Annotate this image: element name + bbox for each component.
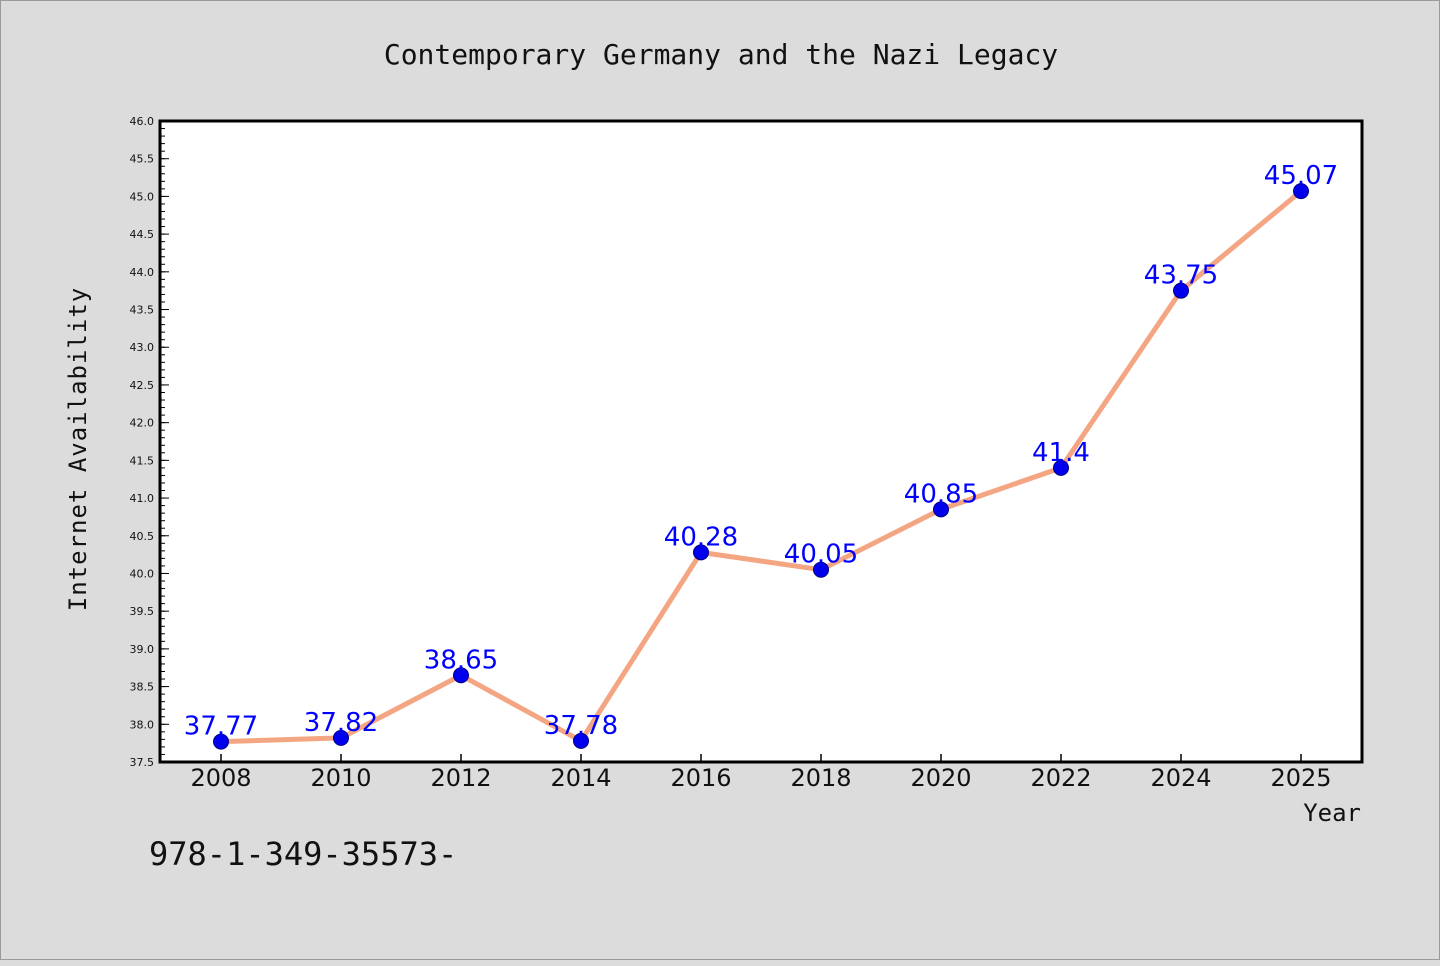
y-tick-label: 42.5 <box>130 379 155 392</box>
y-tick-label: 42.0 <box>130 417 155 430</box>
data-label: 37.82 <box>304 708 378 738</box>
data-series <box>213 183 1309 750</box>
data-point <box>213 733 229 750</box>
y-tick-label: 45.5 <box>130 153 155 166</box>
data-point <box>1293 183 1309 200</box>
y-tick-label: 44.5 <box>130 228 155 241</box>
data-label: 45.07 <box>1264 161 1338 191</box>
y-tick-label: 45.0 <box>130 190 155 203</box>
data-label: 40.85 <box>904 479 978 509</box>
y-tick-label: 39.0 <box>130 643 155 656</box>
series-line <box>220 189 1303 745</box>
data-label: 40.05 <box>784 540 858 570</box>
x-tick-label: 2008 <box>190 764 251 792</box>
data-point <box>453 667 469 684</box>
x-tick-label: 2012 <box>430 764 491 792</box>
y-tick-label: 41.5 <box>130 454 155 467</box>
x-tick-label: 2022 <box>1030 764 1091 792</box>
x-axis-label: Year <box>1303 799 1361 827</box>
data-point <box>1053 459 1069 476</box>
x-tick-label: 2024 <box>1150 764 1211 792</box>
x-axis: 2008 2010 2012 2014 2016 2018 2020 2022 2024 2025 <box>190 754 1332 792</box>
y-axis: 37.5 38.0 38.5 39.0 39.5 40.0 40.5 41.0 41.5 42.0… <box>130 115 169 769</box>
y-tick-label: 43.0 <box>130 341 155 354</box>
data-point <box>573 732 589 749</box>
y-axis-label: Internet Availability <box>64 287 92 611</box>
data-label: 43.75 <box>1144 261 1218 291</box>
data-point <box>693 544 709 561</box>
x-tick-label: 2018 <box>790 764 851 792</box>
plot-area <box>158 119 1364 764</box>
y-tick-label: 39.5 <box>130 605 155 618</box>
x-tick-label: 2010 <box>310 764 371 792</box>
footnote-text: 978-1-349-35573- <box>149 835 457 873</box>
data-label: 41.4 <box>1032 438 1090 468</box>
y-tick-label: 40.0 <box>130 567 155 580</box>
data-point <box>813 561 829 578</box>
x-tick-label: 2025 <box>1270 764 1331 792</box>
x-tick-label: 2020 <box>910 764 971 792</box>
x-tick-label: 2016 <box>670 764 731 792</box>
y-tick-label: 38.5 <box>130 681 155 694</box>
data-label: 40.28 <box>664 522 738 552</box>
data-labels: 37.77 37.82 38.65 37.78 40.28 40.05 40.85 41.4 4… <box>184 161 1338 742</box>
x-tick-label: 2014 <box>550 764 611 792</box>
y-tick-label: 40.5 <box>130 530 155 543</box>
data-point <box>1173 282 1189 299</box>
y-tick-label: 43.5 <box>130 304 155 317</box>
data-label: 37.78 <box>544 711 618 741</box>
y-tick-label: 37.5 <box>130 756 155 769</box>
data-label: 38.65 <box>424 645 498 675</box>
chart-title: Contemporary Germany and the Nazi Legacy <box>384 38 1058 71</box>
y-tick-label: 44.0 <box>130 266 155 279</box>
y-tick-label: 38.0 <box>130 718 155 731</box>
data-point <box>333 729 349 746</box>
y-tick-label: 41.0 <box>130 492 155 505</box>
y-tick-label: 46.0 <box>130 115 155 128</box>
data-label: 37.77 <box>184 712 258 742</box>
data-point <box>933 501 949 518</box>
